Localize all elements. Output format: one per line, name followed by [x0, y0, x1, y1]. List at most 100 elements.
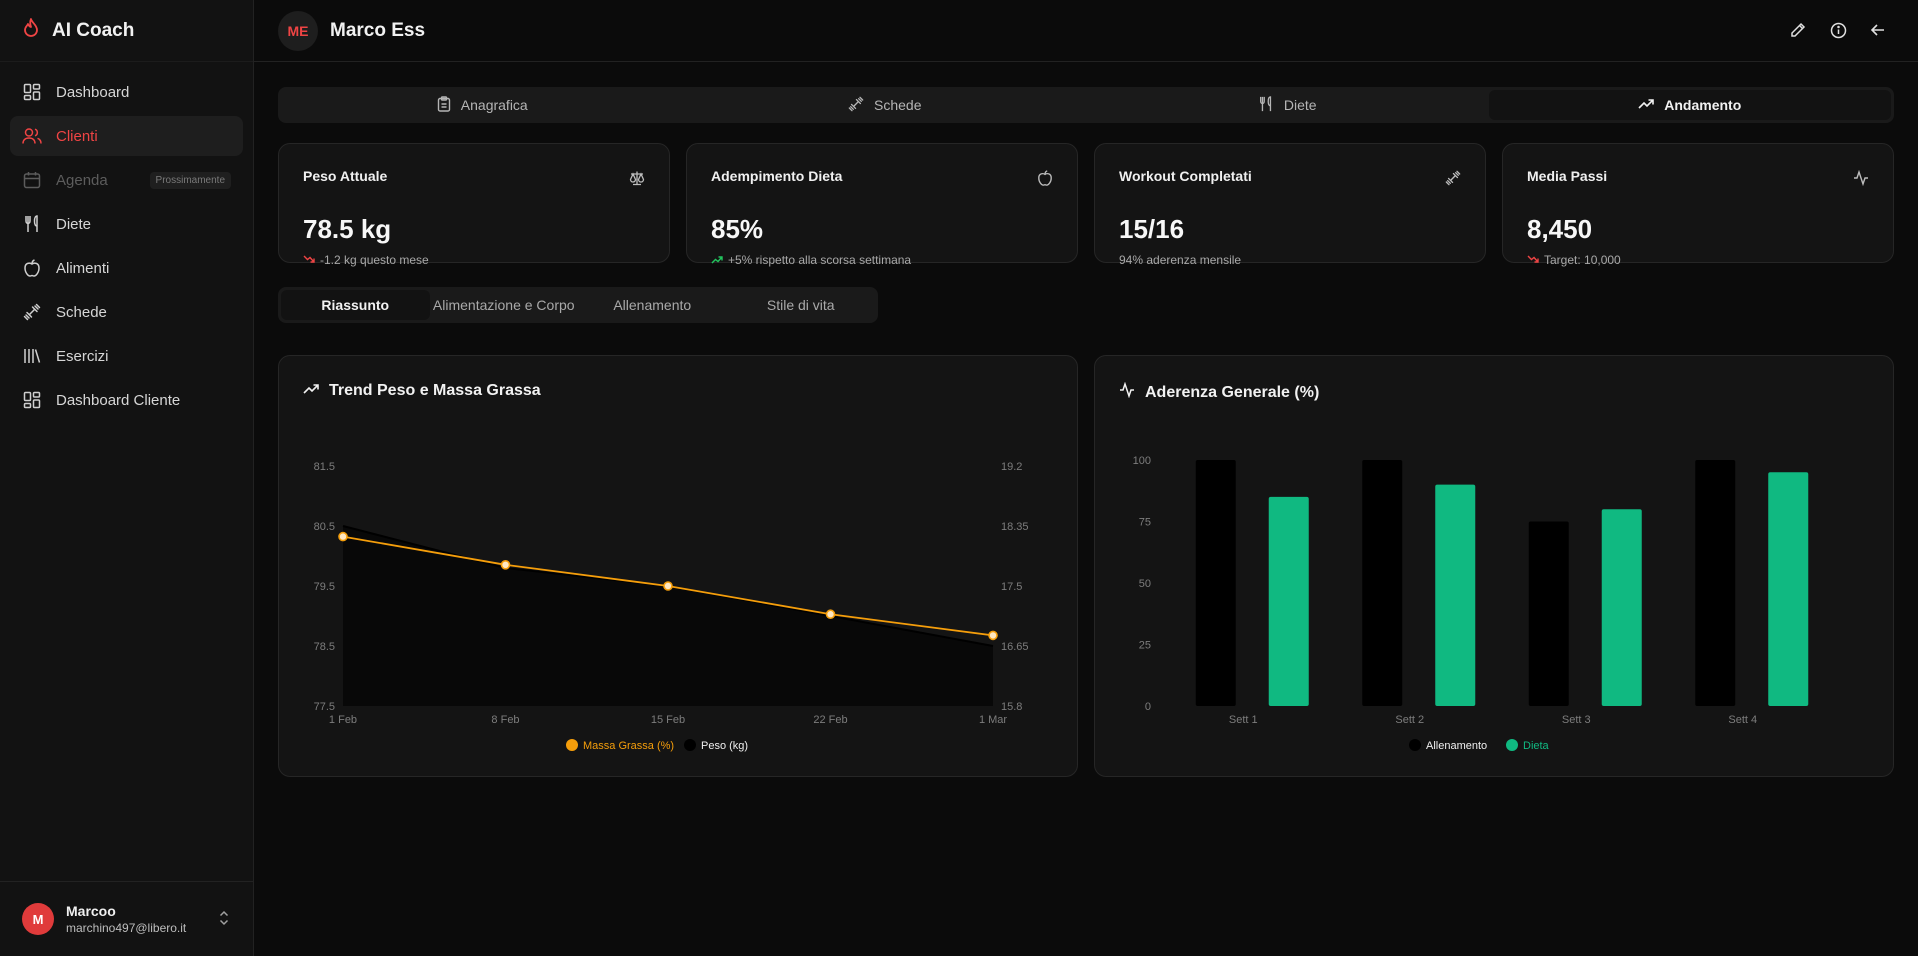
user-menu[interactable]: M Marcoo marchino497@libero.it [0, 881, 254, 956]
y-tick-right: 15.8 [1001, 701, 1022, 713]
sidebar-item-dashboard[interactable]: Dashboard [10, 72, 243, 112]
x-tick: 22 Feb [813, 714, 847, 726]
stat-value: 8,450 [1527, 214, 1593, 244]
bar-dieta [1601, 509, 1642, 706]
user-email: marchino497@libero.it [66, 921, 187, 935]
subtab-stile-di-vita[interactable]: Stile di vita [766, 297, 835, 313]
stat-card-passi: Media Passi 8,450 Target: 10,000 [1502, 143, 1894, 267]
chart-title: Aderenza Generale (%) [1119, 381, 1319, 403]
tab-label: Diete [1283, 97, 1317, 113]
series-area-peso [343, 526, 993, 706]
y-tick-left: 81.5 [314, 461, 335, 473]
stat-card-workout: Workout Completati 15/16 94% aderenza me… [1094, 143, 1486, 267]
bar-dieta [1435, 484, 1476, 706]
sidebar-item-esercizi[interactable]: Esercizi [10, 336, 243, 376]
client-avatar: ME [278, 10, 318, 51]
y-tick-left: 78.5 [314, 641, 335, 653]
brand[interactable]: AI Coach [0, 0, 253, 62]
trending-down-icon [303, 253, 315, 267]
stat-subtitle-text: +5% rispetto alla scorsa settimana [728, 253, 912, 267]
x-tick: 1 Mar [979, 714, 1007, 726]
header: ME Marco Ess [254, 0, 1918, 62]
dumbbell-icon [1445, 170, 1461, 191]
dashboard-icon [22, 82, 42, 102]
stat-card-dieta: Adempimento Dieta 85% +5% rispetto alla … [686, 143, 1078, 267]
stat-title: Peso Attuale [303, 168, 388, 184]
data-point-massa-grassa [500, 560, 511, 570]
stat-card-peso: Peso Attuale 78.5 kg -1.2 kg questo mese [278, 143, 670, 267]
apple-icon [1037, 170, 1053, 191]
sidebar-item-label: Diete [56, 215, 92, 233]
stat-value: 85% [711, 214, 764, 244]
y-tick: 25 [1139, 640, 1151, 652]
y-tick-left: 80.5 [314, 521, 335, 533]
stat-subtitle-text: 94% aderenza mensile [1119, 253, 1242, 267]
x-tick: 15 Feb [651, 714, 685, 726]
sidebar: AI Coach Dashboard Clienti Agenda Prossi… [0, 0, 254, 956]
tab-label: Anagrafica [460, 97, 528, 113]
trending-up-icon [1638, 97, 1655, 113]
stat-value: 78.5 kg [303, 214, 392, 244]
clipboard-icon [437, 95, 451, 115]
tab-diete[interactable]: Diete [1086, 90, 1489, 120]
calendar-icon [22, 170, 42, 190]
sidebar-item-label: Clienti [56, 127, 98, 145]
activity-icon [1853, 169, 1869, 191]
stat-subtitle: 94% aderenza mensile [1119, 253, 1461, 267]
sidebar-item-alimenti[interactable]: Alimenti [10, 248, 243, 288]
client-tabs: Anagrafica Schede Diete Andamento [278, 87, 1894, 123]
chart-title-text: Trend Peso e Massa Grassa [329, 382, 541, 399]
x-tick: Sett 3 [1562, 714, 1591, 726]
sidebar-item-label: Esercizi [56, 347, 109, 365]
sidebar-item-dashboard-cliente[interactable]: Dashboard Cliente [10, 380, 243, 420]
stat-subtitle: Target: 10,000 [1527, 253, 1869, 267]
tab-label: Andamento [1664, 97, 1742, 113]
legend-marker-massa-grassa [566, 739, 578, 751]
bar-dieta [1268, 496, 1309, 706]
stat-value: 15/16 [1119, 214, 1185, 244]
subtab-allenamento[interactable]: Allenamento [613, 297, 692, 313]
sidebar-item-clienti[interactable]: Clienti [10, 116, 243, 156]
activity-icon [1119, 381, 1135, 403]
legend-label-massa-grassa: Massa Grassa (%) [583, 740, 674, 752]
fork-knife-icon [1258, 95, 1274, 115]
trending-up-icon [303, 382, 319, 400]
coming-soon-badge: Prossimamente [149, 171, 231, 189]
bar-allenamento [1195, 460, 1236, 706]
dumbbell-icon [848, 96, 864, 115]
adherence-card: Aderenza Generale (%) 0 25 50 75 100 Sett 1 Se… [1094, 355, 1894, 777]
stat-title: Workout Completati [1119, 168, 1252, 184]
tab-schede[interactable]: Schede [684, 90, 1087, 120]
legend-marker-peso [684, 739, 696, 751]
user-name: Marcoo [66, 903, 116, 919]
info-icon[interactable] [1828, 20, 1848, 40]
back-arrow-icon[interactable] [1868, 20, 1888, 40]
y-tick-right: 18.35 [1001, 521, 1029, 533]
subtab-alimentazione-corpo[interactable]: Alimentazione e Corpo [432, 297, 575, 313]
summary-subtabs: Riassunto Alimentazione e Corpo Allename… [278, 287, 878, 323]
client-name: Marco Ess [330, 19, 426, 41]
dumbbell-icon [22, 302, 42, 322]
weight-trend-chart: 77.5 78.5 79.5 80.5 81.5 15.8 16.65 17.5 18.35 19… [314, 461, 1029, 752]
chevron-up-down-icon[interactable] [218, 910, 230, 931]
data-point-massa-grassa [825, 609, 836, 620]
fork-knife-icon [22, 214, 42, 234]
sidebar-item-schede[interactable]: Schede [10, 292, 243, 332]
legend-label-dieta: Dieta [1523, 740, 1550, 752]
weight-trend-card: Trend Peso e Massa Grassa 77.5 78.5 79.5 80… [278, 355, 1078, 777]
sidebar-item-diete[interactable]: Diete [10, 204, 243, 244]
header-actions [1788, 20, 1888, 40]
y-tick: 100 [1133, 455, 1151, 467]
legend-marker-dieta [1506, 739, 1518, 751]
stat-subtitle-text: -1.2 kg questo mese [320, 253, 429, 267]
scale-icon [629, 170, 645, 191]
data-point-massa-grassa [663, 581, 673, 591]
edit-icon[interactable] [1788, 20, 1808, 40]
tab-andamento[interactable]: Andamento [1488, 90, 1891, 120]
y-tick-left: 79.5 [314, 581, 335, 593]
x-tick: Sett 2 [1395, 714, 1424, 726]
subtab-riassunto[interactable]: Riassunto [281, 290, 430, 320]
stat-subtitle: -1.2 kg questo mese [303, 253, 645, 267]
stat-subtitle: +5% rispetto alla scorsa settimana [711, 253, 1053, 267]
tab-anagrafica[interactable]: Anagrafica [281, 90, 684, 120]
